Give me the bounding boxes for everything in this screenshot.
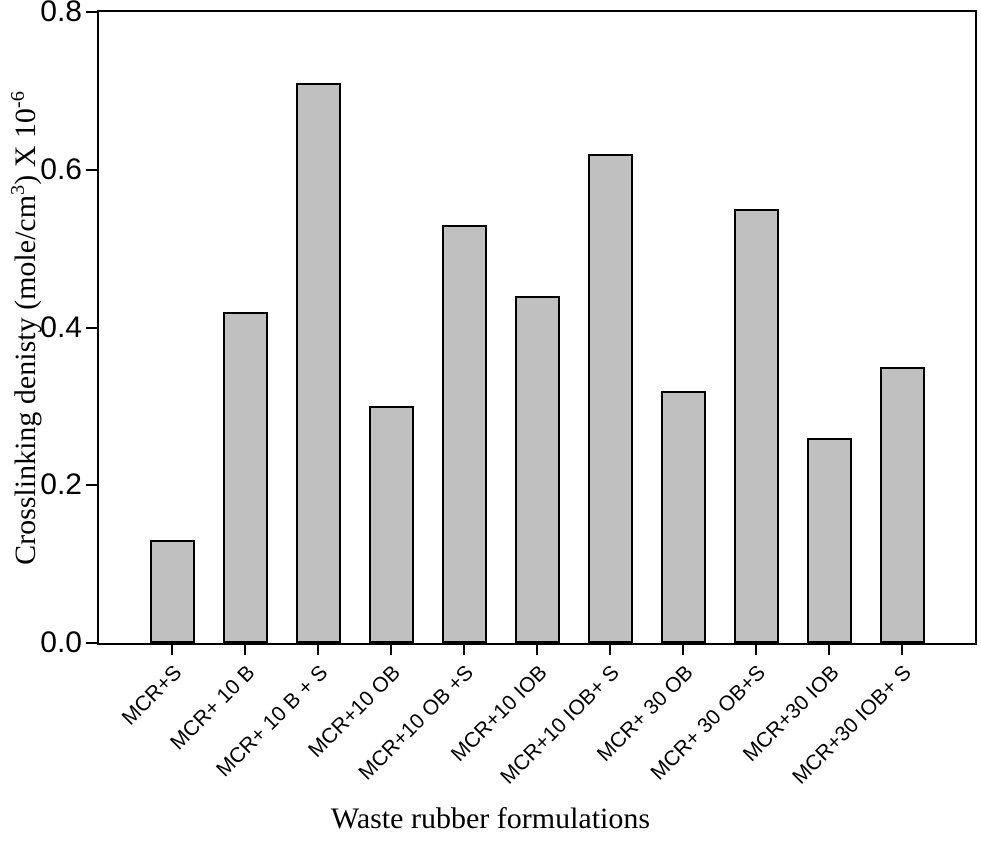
bar: [880, 367, 925, 643]
bar: [223, 312, 268, 643]
bar: [734, 209, 779, 643]
y-tick: [86, 11, 97, 13]
bar: [369, 406, 414, 643]
x-tick-label: MCR+S: [117, 661, 187, 730]
bar: [442, 225, 487, 643]
x-tick: [901, 645, 903, 655]
bar: [661, 391, 706, 643]
y-tick: [86, 169, 97, 171]
y-axis-title-superscript-3: 3: [7, 184, 29, 195]
y-axis-title-superscript-minus6: -6: [7, 91, 29, 109]
bar: [296, 83, 341, 643]
y-axis-title: Crosslinking denisty (mole/cm3) X 10-6: [7, 91, 43, 565]
x-tick: [682, 645, 684, 655]
x-tick: [317, 645, 319, 655]
x-axis-ticks: [97, 645, 977, 657]
y-axis-title-text-mid: ) X 10: [9, 108, 42, 185]
bar: [150, 540, 195, 643]
plot-area: [97, 10, 977, 645]
x-tick: [828, 645, 830, 655]
bar: [807, 438, 852, 643]
bar: [515, 296, 560, 643]
y-tick: [86, 642, 97, 644]
y-tick: [86, 484, 97, 486]
x-tick: [536, 645, 538, 655]
x-tick: [755, 645, 757, 655]
x-axis-title: Waste rubber formulations: [330, 802, 651, 835]
x-tick: [171, 645, 173, 655]
x-tick: [390, 645, 392, 655]
bar: [588, 154, 633, 643]
x-axis-tick-labels: MCR+S MCR+ 10 B MCR+ 10 B + S MCR+10 OB MCR+…: [97, 655, 977, 815]
x-tick: [463, 645, 465, 655]
y-axis-title-text: Crosslinking denisty (mole/cm: [9, 194, 42, 565]
y-tick-label: 0.8: [40, 0, 82, 28]
x-tick: [609, 645, 611, 655]
y-tick-label: 0.0: [40, 626, 82, 659]
y-tick: [86, 327, 97, 329]
x-tick: [244, 645, 246, 655]
